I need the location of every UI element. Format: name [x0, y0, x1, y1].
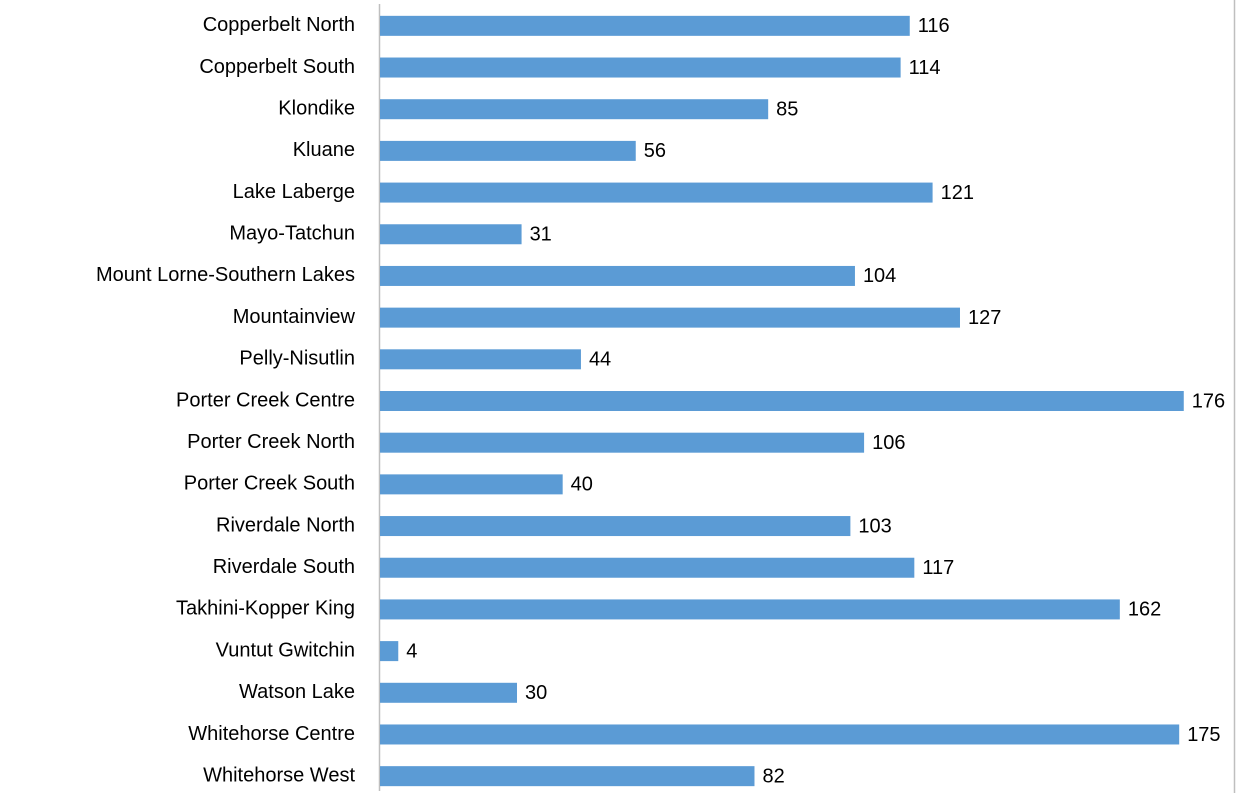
- bar: [380, 432, 865, 453]
- data-label: 176: [1192, 390, 1225, 412]
- data-label: 121: [941, 182, 974, 204]
- bar: [380, 57, 901, 78]
- data-label: 4: [406, 640, 417, 662]
- bar: [380, 391, 1184, 411]
- y-tick-label: Copperbelt South: [199, 56, 355, 78]
- data-label: 31: [530, 224, 552, 246]
- data-label: 114: [909, 57, 941, 79]
- y-tick-label: Takhini-Kopper King: [176, 598, 355, 620]
- y-tick-label: Porter Creek North: [187, 431, 355, 453]
- bar: [380, 557, 915, 578]
- bar: [380, 140, 636, 161]
- bar: [380, 766, 755, 787]
- data-label: 85: [776, 98, 798, 120]
- data-label: 56: [644, 140, 666, 162]
- bar: [380, 599, 1120, 620]
- y-tick-label: Mayo-Tatchun: [229, 223, 355, 245]
- bar: [380, 349, 581, 370]
- y-tick-label: Mount Lorne-Southern Lakes: [96, 264, 355, 286]
- data-label: 44: [589, 349, 611, 371]
- y-tick-label: Vuntut Gwitchin: [216, 639, 355, 661]
- bar: [380, 641, 399, 662]
- data-label: 117: [922, 557, 954, 579]
- bar: [380, 474, 563, 495]
- y-tick-label: Kluane: [293, 139, 355, 161]
- bar: [380, 99, 769, 120]
- y-tick-label: Pelly-Nisutlin: [239, 348, 355, 370]
- y-tick-label: Riverdale South: [213, 556, 355, 578]
- bar: [380, 682, 518, 703]
- data-label: 106: [872, 432, 905, 454]
- bar: [380, 516, 851, 537]
- bar: [380, 15, 910, 36]
- y-tick-label: Riverdale North: [216, 514, 355, 536]
- data-label: 175: [1187, 724, 1220, 746]
- y-tick-label: Lake Laberge: [233, 181, 355, 203]
- bar: [380, 265, 855, 286]
- data-label: 103: [858, 515, 891, 537]
- bar: [380, 224, 522, 245]
- y-tick-label: Mountainview: [233, 306, 356, 328]
- data-label: 162: [1128, 599, 1161, 621]
- y-tick-label: Watson Lake: [239, 681, 355, 703]
- y-tick-label: Porter Creek South: [184, 473, 355, 495]
- y-tick-label: Whitehorse Centre: [188, 723, 355, 745]
- data-label: 116: [918, 15, 950, 37]
- data-label: 40: [571, 474, 593, 496]
- data-label: 82: [762, 765, 784, 787]
- data-label: 127: [968, 307, 1001, 329]
- y-tick-label: Klondike: [278, 97, 355, 119]
- bar: [380, 307, 960, 328]
- bar: [380, 724, 1180, 745]
- data-label: 104: [863, 265, 896, 287]
- bar: [380, 182, 933, 203]
- data-label: 30: [525, 682, 547, 704]
- y-tick-label: Whitehorse West: [203, 764, 355, 786]
- y-tick-label: Copperbelt North: [203, 14, 355, 36]
- y-tick-label: Porter Creek Centre: [176, 389, 355, 411]
